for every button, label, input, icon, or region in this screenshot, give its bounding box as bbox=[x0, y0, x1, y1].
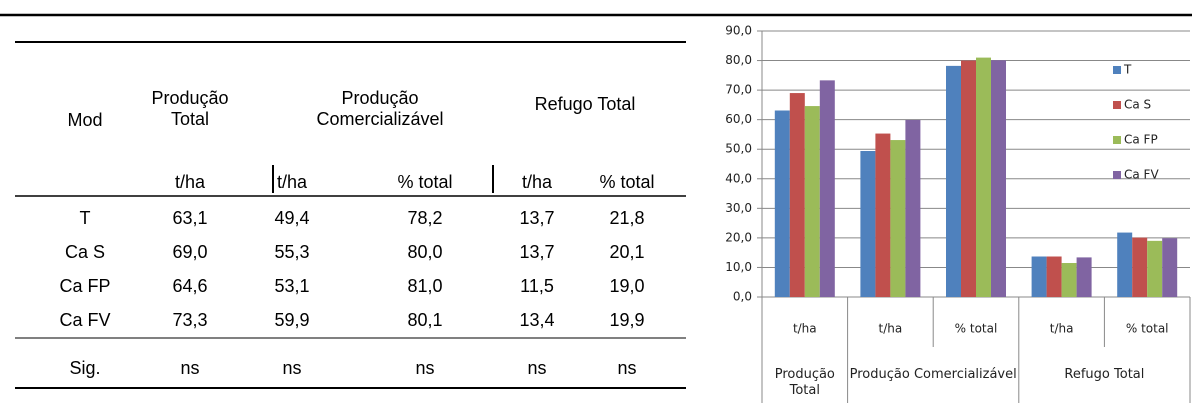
legend-label: Ca FV bbox=[1124, 168, 1159, 182]
table-cell: Ca S bbox=[64, 242, 106, 262]
group-label: Produção Total bbox=[774, 367, 835, 398]
legend-swatch bbox=[1113, 66, 1121, 74]
bar bbox=[961, 60, 976, 297]
x-tick-label: t/ha bbox=[1050, 322, 1074, 336]
bar bbox=[976, 57, 991, 297]
bar bbox=[1132, 237, 1148, 297]
bar bbox=[1076, 257, 1092, 297]
y-tick-label: 80,0 bbox=[725, 53, 752, 67]
bar bbox=[1117, 232, 1133, 297]
header-cell: Mod bbox=[67, 110, 103, 130]
bar bbox=[875, 133, 891, 297]
table-cell: ns bbox=[180, 358, 200, 378]
legend-label: Ca S bbox=[1124, 98, 1151, 112]
table-cell: 73,3 bbox=[172, 310, 208, 330]
table-cell: 80,0 bbox=[407, 242, 443, 262]
table-cell: 59,9 bbox=[274, 310, 310, 330]
unit-cell: % total bbox=[599, 172, 655, 192]
bar bbox=[804, 106, 820, 298]
group-label: Produção Comercializável bbox=[849, 367, 1017, 382]
table-cell: Ca FV bbox=[59, 310, 111, 330]
bar bbox=[905, 119, 921, 297]
bar bbox=[860, 150, 876, 297]
legend-swatch bbox=[1113, 171, 1121, 179]
y-tick-label: 40,0 bbox=[725, 171, 752, 185]
table-cell: 78,2 bbox=[407, 208, 443, 228]
legend-swatch bbox=[1113, 136, 1121, 144]
legend-label: T bbox=[1123, 63, 1132, 77]
x-tick-label: t/ha bbox=[793, 322, 817, 336]
bar bbox=[1046, 256, 1062, 297]
header-cell: Produção Comercializável bbox=[316, 88, 444, 129]
bar bbox=[1031, 256, 1047, 297]
bar bbox=[774, 110, 790, 297]
table-cell: 19,9 bbox=[609, 310, 645, 330]
table-cell: 55,3 bbox=[274, 242, 310, 262]
table-cell: 49,4 bbox=[274, 208, 310, 228]
y-tick-label: 50,0 bbox=[725, 142, 752, 156]
table-cell: 64,6 bbox=[172, 276, 208, 296]
bar bbox=[1147, 240, 1163, 297]
table-cell: T bbox=[79, 208, 91, 228]
bar bbox=[789, 93, 805, 297]
y-tick-label: 10,0 bbox=[725, 260, 752, 274]
y-tick-label: 90,0 bbox=[725, 24, 752, 38]
unit-cell: t/ha bbox=[174, 172, 206, 192]
x-tick-label: t/ha bbox=[879, 322, 903, 336]
table-cell: 11,5 bbox=[520, 276, 554, 296]
table-cell: 13,4 bbox=[519, 310, 555, 330]
y-tick-label: 70,0 bbox=[725, 83, 752, 97]
x-tick-label: % total bbox=[955, 322, 998, 336]
header-cell: Produção Total bbox=[151, 88, 229, 129]
table-cell: 19,0 bbox=[609, 276, 645, 296]
y-tick-label: 30,0 bbox=[725, 201, 752, 215]
table-cell: 63,1 bbox=[172, 208, 208, 228]
unit-cell: t/ha bbox=[521, 172, 553, 192]
legend-swatch bbox=[1113, 101, 1121, 109]
table-cell: Sig. bbox=[69, 358, 101, 378]
bar bbox=[819, 80, 835, 297]
table-cell: 81,0 bbox=[407, 276, 443, 296]
header-cell: Refugo Total bbox=[534, 94, 636, 114]
table-cell: 21,8 bbox=[609, 208, 645, 228]
table-cell: 20,1 bbox=[609, 242, 645, 262]
bar bbox=[890, 140, 906, 297]
bar bbox=[1061, 263, 1077, 297]
table-cell: 69,0 bbox=[172, 242, 208, 262]
table-cell: Ca FP bbox=[59, 276, 111, 296]
table-cell: 53,1 bbox=[274, 276, 310, 296]
table-cell: 80,1 bbox=[407, 310, 443, 330]
table-cell: ns bbox=[415, 358, 435, 378]
table-cell: ns bbox=[617, 358, 637, 378]
bar bbox=[1162, 238, 1178, 297]
legend-label: Ca FP bbox=[1124, 133, 1158, 147]
group-label: Refugo Total bbox=[1064, 367, 1145, 382]
x-tick-label: % total bbox=[1126, 322, 1169, 336]
bar bbox=[991, 60, 1006, 298]
unit-cell: t/ha bbox=[276, 172, 308, 192]
table-cell: 13,7 bbox=[519, 208, 555, 228]
bar bbox=[946, 65, 961, 298]
y-tick-label: 60,0 bbox=[725, 112, 752, 126]
y-tick-label: 0,0 bbox=[733, 290, 752, 304]
table-cell: 13,7 bbox=[519, 242, 555, 262]
table-cell: ns bbox=[282, 358, 302, 378]
y-tick-label: 20,0 bbox=[725, 230, 752, 244]
unit-cell: % total bbox=[397, 172, 453, 192]
table-cell: ns bbox=[527, 358, 547, 378]
